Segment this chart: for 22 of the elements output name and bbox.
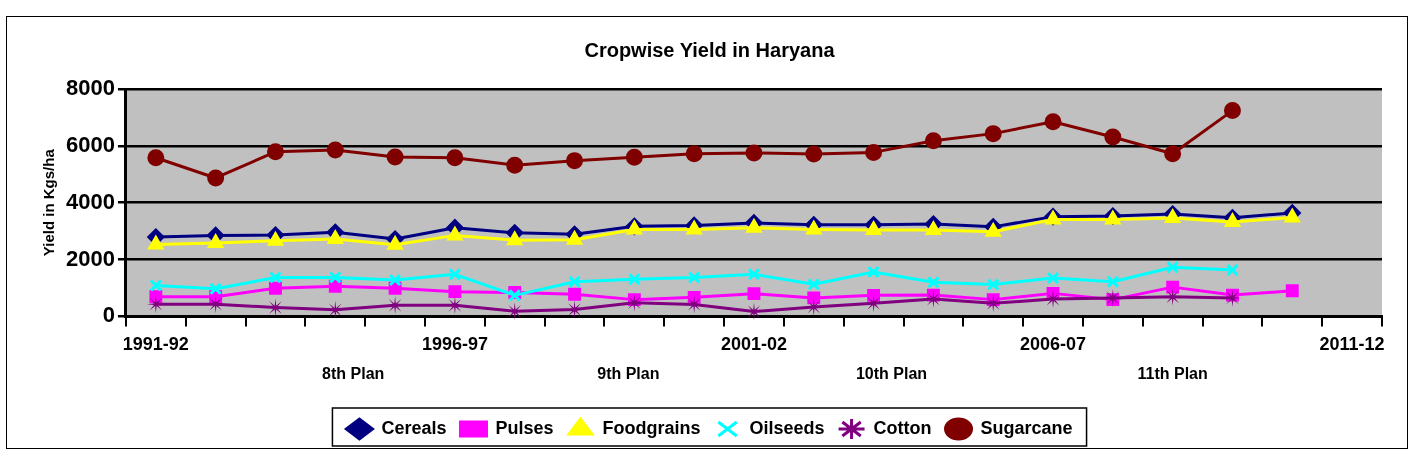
- x-tick-label: 1991-92: [122, 334, 189, 355]
- y-tick-label: 6000: [65, 131, 115, 157]
- legend-label: Pulses: [495, 417, 554, 438]
- chart-title: Cropwise Yield in Haryana: [584, 38, 836, 61]
- text: 9th Plan: [597, 364, 660, 382]
- x-tick-label: 2006-07: [1020, 334, 1087, 355]
- legend-label: Cereals: [381, 417, 447, 438]
- x-tick-label: 2001-02: [720, 334, 787, 355]
- legend-label: Cotton: [873, 417, 932, 438]
- y-tick-label: 0: [102, 302, 115, 328]
- legend-label: Oilseeds: [749, 417, 825, 438]
- legend-label: Foodgrains: [602, 417, 701, 438]
- y-tick-label: 8000: [65, 75, 115, 101]
- text: 10th Plan: [855, 364, 928, 382]
- y-tick-label: 2000: [65, 245, 115, 271]
- legend-label: Sugarcane: [980, 417, 1073, 438]
- x-tick-label: 2011-12: [1319, 334, 1385, 355]
- y-tick-label: 4000: [65, 188, 115, 214]
- y-axis-title: Yield in Kgs/ha: [40, 148, 58, 257]
- text: 11th Plan: [1137, 364, 1208, 382]
- text: 8th Plan: [322, 364, 385, 382]
- x-tick-label: 1996-97: [421, 334, 488, 355]
